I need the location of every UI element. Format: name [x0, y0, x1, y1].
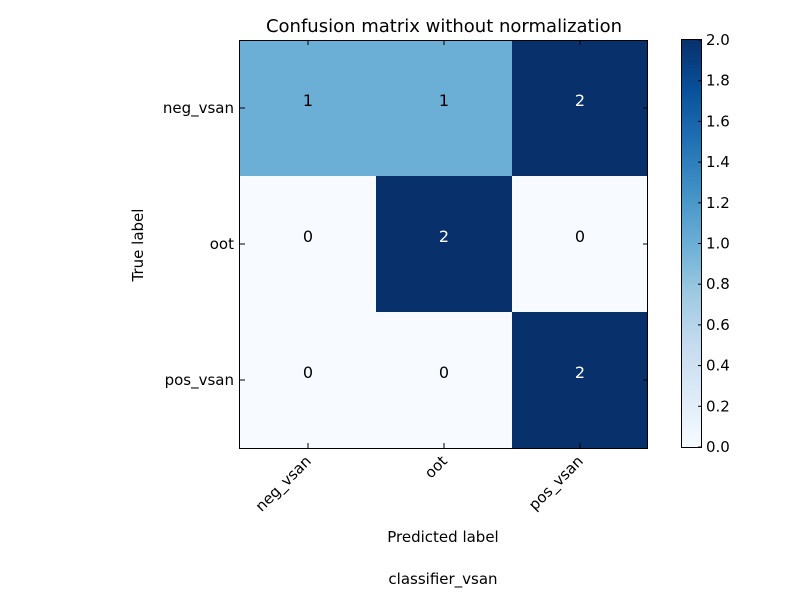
colorbar-ticks: 0.0 0.2 0.4 0.6 0.8 1.0 1.2 1.4 1.6 1.8 2.0: [698, 31, 730, 456]
matrix-cell: [240, 312, 376, 448]
y-tick-label: oot: [210, 235, 234, 253]
colorbar-tick-label: 1.0: [706, 235, 730, 253]
matrix-cell: [376, 176, 512, 312]
colorbar-tick-label: 1.6: [706, 112, 730, 130]
y-tick-label: neg_vsan: [163, 99, 234, 118]
x-axis-label: Predicted label: [387, 528, 498, 546]
cell-value-label: 1: [303, 91, 313, 110]
cell-value-label: 0: [575, 227, 585, 246]
matrix-cell: [240, 176, 376, 312]
colorbar-tick-label: 0.6: [706, 316, 730, 334]
colorbar-tick-label: 0.2: [706, 397, 730, 415]
cell-value-label: 0: [303, 363, 313, 382]
matrix-cell: [512, 40, 648, 176]
matrix-cell: [512, 312, 648, 448]
matrix-cells: [240, 40, 648, 448]
cell-value-label: 2: [575, 91, 585, 110]
x-tick-label: neg_vsan: [252, 452, 316, 516]
chart-caption: classifier_vsan: [388, 570, 497, 589]
x-tick-label: pos_vsan: [525, 452, 588, 515]
colorbar-tick-label: 0.8: [706, 275, 730, 293]
cell-value-label: 0: [303, 227, 313, 246]
colorbar-tick-label: 1.2: [706, 194, 730, 212]
colorbar-tick-label: 0.4: [706, 357, 730, 375]
cell-value-label: 2: [439, 227, 449, 246]
colorbar-tick-label: 1.8: [706, 72, 730, 90]
matrix-cell: [376, 40, 512, 176]
cell-value-label: 1: [439, 91, 449, 110]
cell-value-label: 0: [439, 363, 449, 382]
x-tick-label: oot: [421, 452, 451, 482]
chart-title: Confusion matrix without normalization: [266, 16, 622, 37]
colorbar-tick-label: 2.0: [706, 31, 730, 49]
matrix-cell-labels: 1 1 2 0 2 0 0 0 2: [303, 91, 585, 382]
matrix-cell: [376, 312, 512, 448]
colorbar-tick-label: 0.0: [706, 438, 730, 456]
colorbar: 0.0 0.2 0.4 0.6 0.8 1.0 1.2 1.4 1.6 1.8 2.0: [681, 31, 730, 456]
y-tick-label: pos_vsan: [165, 371, 234, 390]
matrix-cell: [240, 40, 376, 176]
matrix-cell: [512, 176, 648, 312]
cell-value-label: 2: [575, 363, 585, 382]
y-axis-label: True label: [129, 209, 147, 283]
colorbar-tick-label: 1.4: [706, 153, 730, 171]
